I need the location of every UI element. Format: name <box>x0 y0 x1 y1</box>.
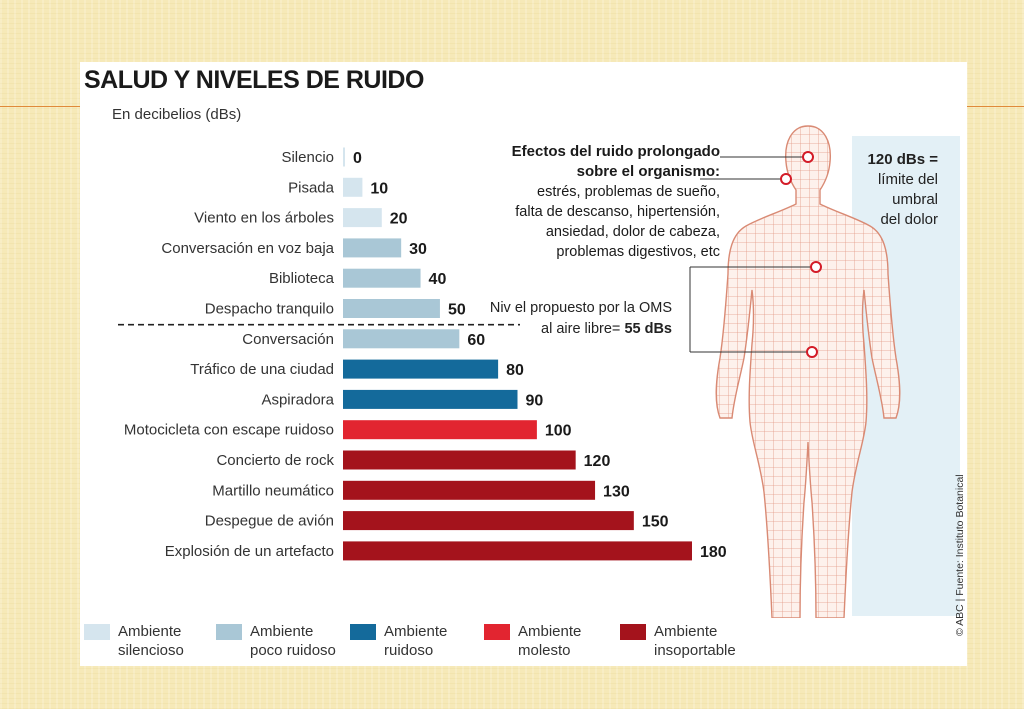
bar <box>343 147 345 167</box>
bar <box>343 450 576 470</box>
bar-value-label: 150 <box>642 514 669 531</box>
bar-chart: Silencio 0 Pisada 10 Viento en los árboles 20… <box>118 125 901 618</box>
legend-label: Ambiente insoportable <box>654 623 736 659</box>
legend-label: Ambiente molesto <box>518 623 582 659</box>
oms-note-value: 55 dBs <box>624 321 672 337</box>
legend-swatch <box>350 624 376 640</box>
legend: Ambiente silencioso Ambiente poco ruidoso … <box>80 618 967 666</box>
bar <box>343 329 460 349</box>
effects-title-line-1: Efectos del ruido prolongado <box>511 143 720 160</box>
effect-pointers <box>689 151 822 358</box>
organ-marker <box>810 261 822 273</box>
legend-item-ruidoso: Ambiente ruidoso <box>350 622 447 660</box>
human-body-shape <box>715 125 901 618</box>
oms-note-line-1: Niv el propuesto por la OMS <box>489 300 672 316</box>
bar-category-label: Concierto de rock <box>216 452 334 469</box>
bar-category-label: Tráfico de una ciudad <box>190 361 334 378</box>
effects-text: Efectos del ruido prolongado sobre el or… <box>470 142 720 262</box>
chart-subtitle: En decibelios (dBs) <box>112 106 242 123</box>
legend-swatch <box>620 624 646 640</box>
pain-threshold-value: 120 dBs = <box>867 151 938 168</box>
bar-value-label: 180 <box>700 544 727 561</box>
organ-marker <box>802 151 814 163</box>
legend-item-poco-ruidoso: Ambiente poco ruidoso <box>216 622 336 660</box>
bar <box>343 177 363 197</box>
bar-value-label: 40 <box>429 271 447 288</box>
legend-item-molesto: Ambiente molesto <box>484 622 581 660</box>
bar <box>343 238 402 258</box>
legend-label: Ambiente silencioso <box>118 623 184 659</box>
effects-title: Efectos del ruido prolongado sobre el or… <box>470 142 720 182</box>
infographic-card: SALUD Y NIVELES DE RUIDO En decibelios (… <box>80 62 967 666</box>
effects-line: estrés, problemas de sueño, <box>537 184 720 200</box>
bar <box>343 541 692 561</box>
bar-category-label: Explosión de un artefacto <box>165 543 334 560</box>
effects-line: ansiedad, dolor de cabeza, <box>545 224 720 240</box>
bar-category-label: Aspiradora <box>261 391 334 408</box>
bar-value-label: 50 <box>448 302 466 319</box>
bar-category-label: Silencio <box>281 149 334 166</box>
bar-value-label: 100 <box>545 423 572 440</box>
bar <box>343 299 440 318</box>
bar <box>343 268 421 288</box>
bar-category-label: Viento en los árboles <box>194 210 334 227</box>
bar-category-label: Martillo neumático <box>212 482 334 499</box>
legend-swatch <box>484 624 510 640</box>
legend-label: Ambiente ruidoso <box>384 623 448 659</box>
oms-note-prefix: al aire libre= <box>541 321 625 337</box>
source-credit: © ABC | Fuente: Instituto Botanical <box>954 474 966 636</box>
legend-swatch <box>216 624 242 640</box>
effects-line: falta de descanso, hipertensión, <box>515 204 720 220</box>
bar-value-label: 90 <box>526 392 544 409</box>
pain-threshold-line: umbral <box>892 191 938 208</box>
organ-marker <box>806 346 818 358</box>
pain-threshold-line: del dolor <box>880 211 938 228</box>
bar-value-label: 0 <box>353 150 362 167</box>
bar <box>343 359 499 379</box>
bar-category-label: Despegue de avión <box>205 513 334 530</box>
pain-threshold-band <box>852 136 960 616</box>
legend-item-silencioso: Ambiente silencioso <box>84 622 184 660</box>
organ-marker <box>780 173 792 185</box>
oms-reference-note: Niv el propuesto por la OMS al aire libr… <box>472 298 672 340</box>
bars-group: Silencio 0 Pisada 10 Viento en los árboles 20… <box>118 147 727 561</box>
effects-title-line-2: sobre el organismo: <box>576 163 720 180</box>
bar <box>343 389 518 409</box>
bar-value-label: 60 <box>467 332 485 349</box>
legend-label: Ambiente poco ruidoso <box>250 623 336 659</box>
legend-item-insoportable: Ambiente insoportable <box>620 622 736 660</box>
bar-value-label: 20 <box>390 211 408 228</box>
pain-threshold-line: límite del <box>877 171 938 188</box>
bar-value-label: 80 <box>506 362 524 379</box>
bar-category-label: Pisada <box>288 179 335 196</box>
bar <box>343 511 634 531</box>
chart-title: SALUD Y NIVELES DE RUIDO <box>84 66 424 94</box>
bar <box>343 480 596 500</box>
bar <box>343 208 382 228</box>
bar-category-label: Biblioteca <box>269 270 335 287</box>
legend-swatch <box>84 624 110 640</box>
bar-category-label: Conversación en voz baja <box>161 240 334 257</box>
bar-category-label: Despacho tranquilo <box>205 301 334 318</box>
bar-category-label: Motocicleta con escape ruidoso <box>124 422 334 439</box>
bar-value-label: 30 <box>409 241 427 258</box>
oms-note-line-2: al aire libre= 55 dBs <box>472 319 672 340</box>
bar <box>343 420 537 440</box>
human-body-figure <box>715 125 901 618</box>
pain-threshold-note: 120 dBs = límite del umbral del dolor <box>846 150 938 230</box>
bar-value-label: 10 <box>370 180 388 197</box>
bar-value-label: 120 <box>584 453 611 470</box>
effects-line: problemas digestivos, etc <box>556 244 720 260</box>
bar-category-label: Conversación <box>242 331 334 348</box>
bar-value-label: 130 <box>603 483 630 500</box>
